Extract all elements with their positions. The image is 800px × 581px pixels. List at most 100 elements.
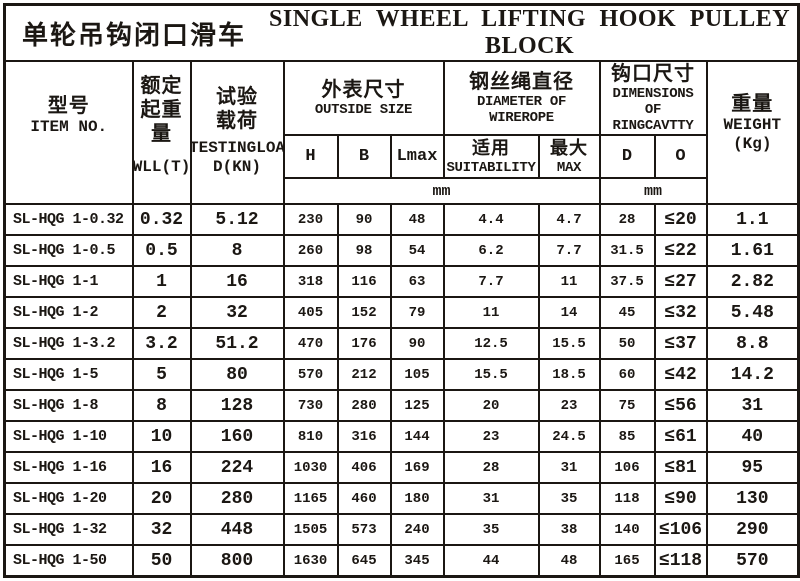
cell-h: 318 bbox=[282, 265, 339, 299]
cell-lmax: 90 bbox=[389, 327, 445, 361]
cell-max: 35 bbox=[537, 482, 601, 516]
cell-weight: 14.2 bbox=[705, 358, 800, 392]
table-row: SL-HQG 1-32 32 448 1505 573 240 35 38 14… bbox=[3, 513, 800, 547]
table-row: SL-HQG 1-50 50 800 1630 645 345 44 48 16… bbox=[3, 544, 800, 578]
cell-o: ≤81 bbox=[653, 451, 708, 485]
cell-item-no: SL-HQG 1-1 bbox=[3, 265, 134, 299]
cell-lmax: 63 bbox=[389, 265, 445, 299]
cell-weight: 570 bbox=[705, 544, 800, 578]
cell-lmax: 54 bbox=[389, 234, 445, 268]
spec-table: 单轮吊钩闭口滑车 SINGLE WHEEL LIFTING HOOK PULLE… bbox=[3, 3, 800, 579]
cell-wll: 3.2 bbox=[131, 327, 192, 361]
cell-lmax: 180 bbox=[389, 482, 445, 516]
page-title-chinese: 单轮吊钩闭口滑车 bbox=[21, 20, 246, 50]
table-row: SL-HQG 1-8 8 128 730 280 125 20 23 75 ≤5… bbox=[3, 389, 800, 423]
cell-max: 11 bbox=[537, 265, 601, 299]
cell-d: 37.5 bbox=[598, 265, 656, 299]
cell-suitability: 12.5 bbox=[442, 327, 540, 361]
header-suitability-zh: 适用 bbox=[472, 137, 510, 158]
header-col-o: O bbox=[653, 134, 708, 180]
cell-b: 116 bbox=[336, 265, 392, 299]
cell-wll: 50 bbox=[131, 544, 192, 578]
cell-weight: 8.8 bbox=[705, 327, 800, 361]
header-col-d-label: D bbox=[621, 147, 633, 167]
header-weight: 重量 WEIGHT (Kg) bbox=[705, 59, 800, 206]
unit-mm-ring-cavity: mm bbox=[598, 177, 708, 206]
cell-o: ≤42 bbox=[653, 358, 708, 392]
cell-lmax: 48 bbox=[389, 203, 445, 237]
cell-h: 810 bbox=[282, 420, 339, 454]
cell-wll: 2 bbox=[131, 296, 192, 330]
cell-testing-load: 448 bbox=[189, 513, 285, 547]
title-row: 单轮吊钩闭口滑车 SINGLE WHEEL LIFTING HOOK PULLE… bbox=[3, 3, 800, 62]
cell-o: ≤27 bbox=[653, 265, 708, 299]
cell-testing-load: 160 bbox=[189, 420, 285, 454]
cell-b: 176 bbox=[336, 327, 392, 361]
header-suitability-en: SUITABILITY bbox=[446, 159, 536, 176]
cell-max: 4.7 bbox=[537, 203, 601, 237]
cell-testing-load: 5.12 bbox=[189, 203, 285, 237]
cell-weight: 290 bbox=[705, 513, 800, 547]
cell-o: ≤106 bbox=[653, 513, 708, 547]
cell-item-no: SL-HQG 1-20 bbox=[3, 482, 134, 516]
unit-mm-left-label: mm bbox=[432, 183, 451, 201]
cell-b: 280 bbox=[336, 389, 392, 423]
cell-b: 573 bbox=[336, 513, 392, 547]
title-cell: 单轮吊钩闭口滑车 SINGLE WHEEL LIFTING HOOK PULLE… bbox=[3, 3, 800, 62]
header-wll-zh: 额定 起重量 bbox=[140, 75, 183, 146]
page-title-english: SINGLE WHEEL LIFTING HOOK PULLEY BLOCK bbox=[269, 6, 791, 59]
cell-weight: 40 bbox=[705, 420, 800, 454]
header-col-h: H bbox=[282, 134, 339, 180]
cell-weight: 5.48 bbox=[705, 296, 800, 330]
cell-suitability: 20 bbox=[442, 389, 540, 423]
header-row-units: mm mm bbox=[5, 177, 799, 206]
table-row: SL-HQG 1-10 10 160 810 316 144 23 24.5 8… bbox=[3, 420, 800, 454]
cell-suitability: 15.5 bbox=[442, 358, 540, 392]
header-wll-en: WLL(T) bbox=[132, 158, 191, 177]
header-col-o-label: O bbox=[675, 147, 686, 167]
header-max-zh: 最大 bbox=[550, 137, 588, 158]
header-col-b-label: B bbox=[358, 147, 370, 167]
header-max-en: MAX bbox=[556, 159, 582, 176]
cell-b: 645 bbox=[336, 544, 392, 578]
cell-max: 48 bbox=[537, 544, 601, 578]
cell-max: 15.5 bbox=[537, 327, 601, 361]
cell-b: 212 bbox=[336, 358, 392, 392]
cell-b: 98 bbox=[336, 234, 392, 268]
cell-wll: 10 bbox=[131, 420, 192, 454]
header-row-1: 型号 ITEM NO. 额定 起重量 WLL(T) 试验 载荷 TESTINGL… bbox=[3, 59, 800, 206]
cell-wll: 1 bbox=[131, 265, 192, 299]
cell-h: 230 bbox=[282, 203, 339, 237]
cell-suitability: 28 bbox=[442, 451, 540, 485]
cell-max: 14 bbox=[537, 296, 601, 330]
cell-item-no: SL-HQG 1-3.2 bbox=[3, 327, 134, 361]
cell-d: 45 bbox=[598, 296, 656, 330]
cell-b: 152 bbox=[336, 296, 392, 330]
cell-d: 106 bbox=[598, 451, 656, 485]
cell-suitability: 4.4 bbox=[442, 203, 540, 237]
table-row: SL-HQG 1-5 5 80 570 212 105 15.5 18.5 60… bbox=[3, 358, 800, 392]
table-row: SL-HQG 1-20 20 280 1165 460 180 31 35 11… bbox=[3, 482, 800, 516]
cell-max: 7.7 bbox=[537, 234, 601, 268]
cell-lmax: 240 bbox=[389, 513, 445, 547]
unit-mm-outside-wirerope: mm bbox=[282, 177, 601, 206]
cell-testing-load: 224 bbox=[189, 451, 285, 485]
header-testing-load-en: TESTINGLOA D(KN) bbox=[190, 139, 284, 176]
cell-lmax: 105 bbox=[389, 358, 445, 392]
header-wirerope-diameter-en: DIAMETER OF WIREROPE bbox=[476, 94, 567, 127]
header-row-2: H B Lmax 适用 SUITABILITY 最大 MAX D O bbox=[5, 134, 799, 180]
header-outside-size: 外表尺寸 OUTSIDE SIZE bbox=[282, 59, 445, 137]
cell-d: 75 bbox=[598, 389, 656, 423]
cell-d: 118 bbox=[598, 482, 656, 516]
cell-item-no: SL-HQG 1-8 bbox=[3, 389, 134, 423]
cell-o: ≤61 bbox=[653, 420, 708, 454]
cell-item-no: SL-HQG 1-0.32 bbox=[3, 203, 134, 237]
cell-wll: 20 bbox=[131, 482, 192, 516]
cell-wll: 8 bbox=[131, 389, 192, 423]
cell-h: 730 bbox=[282, 389, 339, 423]
header-item-no-zh: 型号 bbox=[47, 95, 90, 118]
cell-weight: 1.61 bbox=[705, 234, 800, 268]
table-row: SL-HQG 1-16 16 224 1030 406 169 28 31 10… bbox=[3, 451, 800, 485]
cell-item-no: SL-HQG 1-50 bbox=[3, 544, 134, 578]
cell-lmax: 144 bbox=[389, 420, 445, 454]
